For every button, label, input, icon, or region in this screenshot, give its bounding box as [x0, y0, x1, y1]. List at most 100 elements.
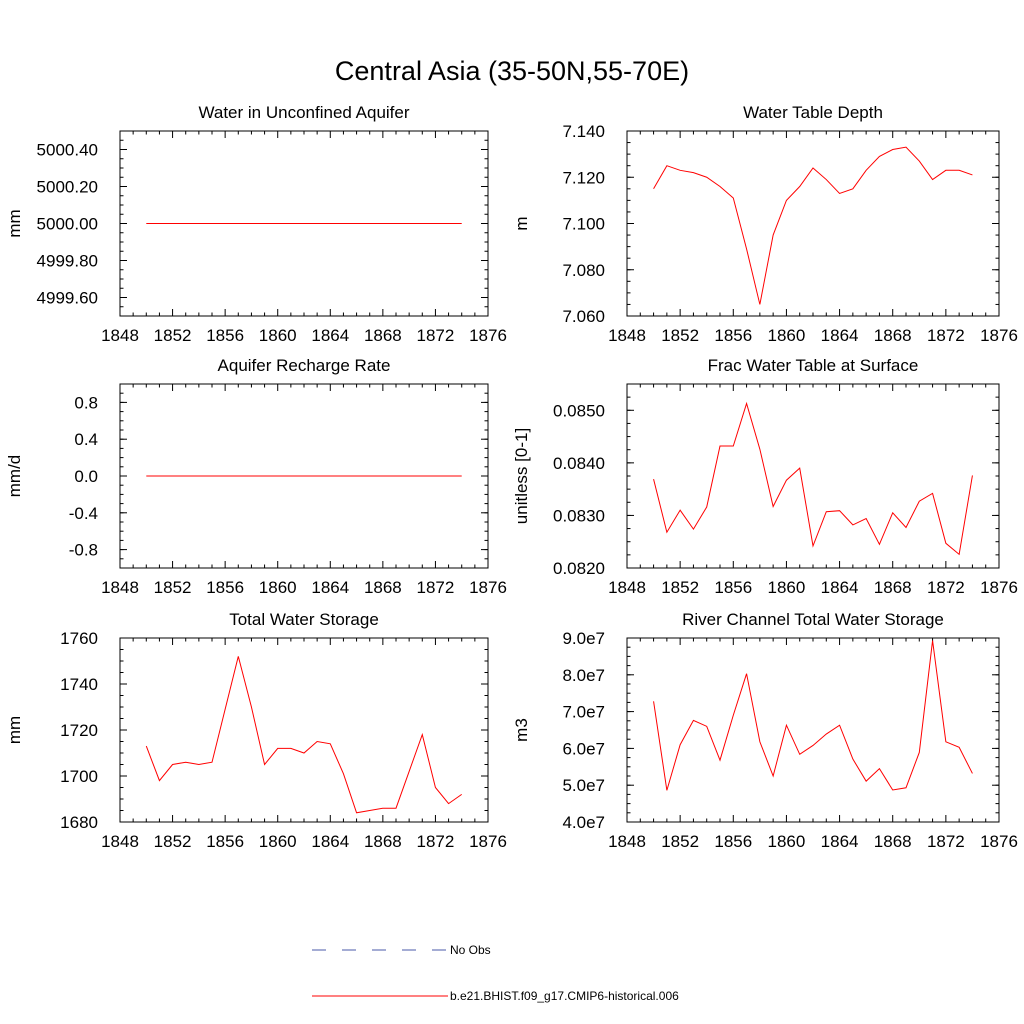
y-axis-label: m: [512, 216, 531, 230]
plot-frame: [119, 637, 489, 823]
y-tick-label: 6.0e7: [562, 739, 605, 758]
x-tick-label: 1852: [661, 326, 699, 345]
x-tick-label: 1860: [259, 832, 297, 851]
y-tick-label: 0.8: [74, 393, 98, 412]
x-tick-label: 1848: [608, 832, 646, 851]
x-tick-label: 1876: [980, 832, 1018, 851]
plot-frame: [626, 383, 1000, 569]
x-tick-label: 1848: [101, 832, 139, 851]
panel-4: Frac Water Table at Surface unitless [0-1…: [512, 356, 1018, 597]
x-tick-label: 1852: [661, 578, 699, 597]
x-tick-label: 1868: [874, 832, 912, 851]
y-tick-label: 9.0e7: [562, 629, 605, 648]
x-tick-label: 1868: [364, 326, 402, 345]
plot-frame: [626, 130, 1000, 317]
x-tick-label: 1852: [154, 578, 192, 597]
legend-obs-label: No Obs: [450, 943, 491, 957]
x-tick-label: 1848: [101, 326, 139, 345]
y-tick-label: 1760: [60, 629, 98, 648]
y-tick-label: 7.140: [562, 122, 605, 141]
x-tick-label: 1860: [259, 578, 297, 597]
x-tick-label: 1856: [206, 578, 244, 597]
y-axis-label: mm: [5, 209, 24, 237]
y-tick-label: 5000.40: [37, 141, 98, 160]
x-tick-label: 1872: [927, 326, 965, 345]
y-tick-label: 1680: [60, 813, 98, 832]
x-tick-label: 1872: [417, 832, 455, 851]
x-tick-label: 1868: [364, 578, 402, 597]
x-tick-label: 1848: [608, 578, 646, 597]
x-tick-label: 1856: [714, 326, 752, 345]
x-tick-label: 1860: [768, 578, 806, 597]
x-tick-label: 1848: [608, 326, 646, 345]
x-tick-label: 1876: [980, 578, 1018, 597]
x-tick-label: 1852: [661, 832, 699, 851]
x-tick-label: 1860: [259, 326, 297, 345]
plot-frame: [626, 637, 1000, 823]
panel-title: Water in Unconfined Aquifer: [198, 103, 409, 122]
series-line-1: [653, 640, 973, 791]
y-axis-label: m3: [512, 718, 531, 742]
y-axis-label: mm: [5, 716, 24, 744]
y-tick-label: 0.4: [74, 430, 98, 449]
x-tick-label: 1864: [821, 326, 859, 345]
x-tick-label: 1872: [927, 578, 965, 597]
y-tick-label: 5000.20: [37, 178, 98, 197]
panel-3: Aquifer Recharge Rate mm/d 1848 1852 1856 186…: [5, 356, 507, 597]
x-tick-label: 1852: [154, 326, 192, 345]
y-tick-label: 0.0840: [553, 454, 605, 473]
x-tick-label: 1876: [469, 578, 507, 597]
y-tick-label: -0.8: [69, 541, 98, 560]
x-tick-label: 1860: [768, 326, 806, 345]
x-tick-label: 1856: [206, 832, 244, 851]
x-tick-label: 1872: [927, 832, 965, 851]
panel-title: Water Table Depth: [743, 103, 883, 122]
series-line-1: [653, 146, 973, 305]
main-title: Central Asia (35-50N,55-70E): [334, 56, 690, 86]
x-tick-label: 1848: [101, 578, 139, 597]
series-line-1: [145, 656, 462, 814]
y-tick-label: 4999.80: [37, 252, 98, 271]
x-tick-label: 1860: [768, 832, 806, 851]
legend-model-label: b.e21.BHIST.f09_g17.CMIP6-historical.006: [450, 989, 679, 1003]
y-tick-label: 0.0: [74, 467, 98, 486]
x-tick-label: 1856: [714, 578, 752, 597]
panel-5: Total Water Storage mm 1848 1852 1856 1860 186…: [5, 610, 507, 851]
x-tick-label: 1856: [206, 326, 244, 345]
x-tick-label: 1864: [311, 326, 349, 345]
y-axis-label: unitless [0-1]: [512, 428, 531, 524]
y-tick-label: -0.4: [69, 504, 98, 523]
panel-1: Water in Unconfined Aquifer mm 1848 1852 185…: [5, 103, 507, 345]
y-tick-label: 7.080: [562, 261, 605, 280]
x-tick-label: 1864: [311, 578, 349, 597]
x-tick-label: 1872: [417, 326, 455, 345]
y-tick-label: 7.0e7: [562, 703, 605, 722]
x-tick-label: 1868: [874, 578, 912, 597]
x-tick-label: 1864: [821, 832, 859, 851]
panel-title: Aquifer Recharge Rate: [218, 356, 391, 375]
x-tick-label: 1876: [469, 326, 507, 345]
y-tick-label: 7.120: [562, 168, 605, 187]
y-tick-label: 4.0e7: [562, 813, 605, 832]
y-tick-label: 1720: [60, 721, 98, 740]
legend: No Obs b.e21.BHIST.f09_g17.CMIP6-historic…: [312, 943, 679, 1003]
x-tick-label: 1868: [364, 832, 402, 851]
panel-title: River Channel Total Water Storage: [682, 610, 944, 629]
x-tick-label: 1876: [469, 832, 507, 851]
panel-title: Frac Water Table at Surface: [708, 356, 919, 375]
y-tick-label: 0.0830: [553, 506, 605, 525]
y-axis-label: mm/d: [5, 455, 24, 498]
x-tick-label: 1864: [311, 832, 349, 851]
x-tick-label: 1868: [874, 326, 912, 345]
panel-2: Water Table Depth m 1848 1852 1856 1860 1864 18…: [512, 103, 1018, 345]
y-tick-label: 7.060: [562, 307, 605, 326]
y-tick-label: 7.100: [562, 215, 605, 234]
x-tick-label: 1864: [821, 578, 859, 597]
x-tick-label: 1876: [980, 326, 1018, 345]
panel-6: River Channel Total Water Storage m3 1848 1…: [512, 610, 1018, 851]
y-tick-label: 0.0850: [553, 401, 605, 420]
y-tick-label: 5000.00: [37, 215, 98, 234]
y-tick-label: 1740: [60, 675, 98, 694]
y-tick-label: 0.0820: [553, 559, 605, 578]
